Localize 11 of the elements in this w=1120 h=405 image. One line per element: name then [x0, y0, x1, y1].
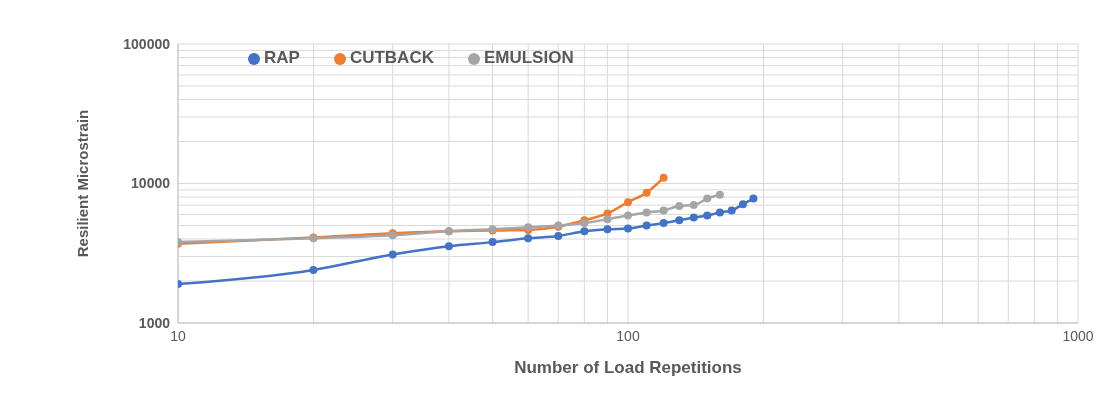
legend-label: EMULSION	[483, 48, 574, 67]
y-axis-title: Resilient Microstrain	[74, 109, 92, 258]
x-axis-title: Number of Load Repetitions	[514, 358, 742, 377]
x-tick-label: 100	[616, 327, 640, 344]
legend-label: RAP	[264, 48, 300, 67]
y-tick-label: 100000	[123, 35, 171, 52]
y-tick-label: 1000	[138, 314, 171, 331]
y-tick-label: 10000	[131, 175, 171, 192]
x-tick-label: 1000	[1062, 327, 1094, 344]
legend-label: CUTBACK	[349, 48, 434, 67]
x-tick-label: 10	[170, 327, 186, 344]
